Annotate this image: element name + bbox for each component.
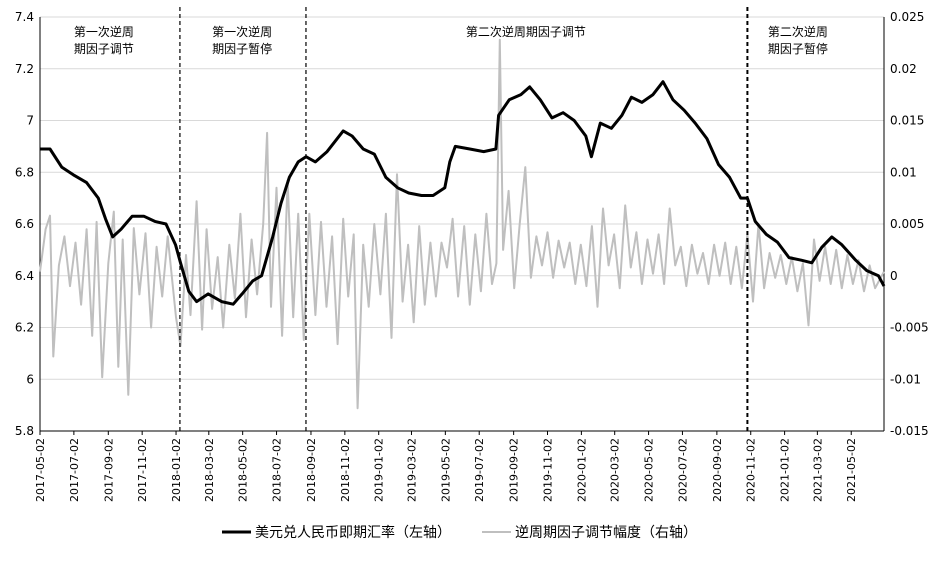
event-annotation: 第一次逆周期因子暂停 bbox=[212, 24, 272, 56]
event-annotation-line: 期因子调节 bbox=[74, 42, 134, 56]
x-tick-label: 2020-03-02 bbox=[609, 438, 622, 502]
y-right-tick-label: 0.015 bbox=[890, 114, 924, 128]
x-tick-label: 2018-01-02 bbox=[170, 438, 183, 502]
x-tick-label: 2021-03-02 bbox=[811, 438, 824, 502]
x-tick-label: 2020-01-02 bbox=[575, 438, 588, 502]
x-tick-label: 2017-07-02 bbox=[68, 438, 81, 502]
y-right-tick-label: 0.01 bbox=[890, 165, 917, 179]
y-right-tick-label: 0.005 bbox=[890, 217, 924, 231]
event-annotation-line: 第一次逆周 bbox=[212, 24, 272, 39]
event-annotation-line: 第二次逆周期因子调节 bbox=[466, 24, 586, 39]
event-vertical-lines bbox=[179, 7, 749, 431]
axes bbox=[39, 17, 885, 432]
event-annotation-line: 期因子暂停 bbox=[768, 41, 828, 56]
y-right-tick-label: -0.015 bbox=[890, 424, 929, 438]
x-tick-label: 2021-05-02 bbox=[845, 438, 858, 502]
y-left-tick-label: 6.8 bbox=[15, 165, 34, 179]
y-left-tick-label: 6.6 bbox=[15, 217, 34, 231]
series-line-usd-cny-spot bbox=[40, 80, 886, 306]
y-left-tick-label: 7.2 bbox=[15, 62, 34, 76]
x-tick-label: 2021-01-02 bbox=[779, 438, 792, 502]
event-annotation: 第二次逆周期因子暂停 bbox=[768, 24, 828, 56]
y-right-tick-label: 0.025 bbox=[890, 10, 924, 24]
event-annotation-line: 第一次逆周 bbox=[74, 24, 134, 39]
event-annotation-line: 期因子暂停 bbox=[212, 41, 272, 56]
y-right-tick-label: -0.01 bbox=[890, 372, 921, 386]
x-tick-label: 2019-01-02 bbox=[373, 438, 386, 502]
y-left-tick-label: 6.4 bbox=[15, 269, 34, 283]
x-tick-label: 2020-09-02 bbox=[711, 438, 724, 502]
x-tick-label: 2017-05-02 bbox=[34, 438, 47, 502]
y-right-tick-label: -0.005 bbox=[890, 321, 929, 335]
x-tick-label: 2018-09-02 bbox=[305, 438, 318, 502]
y-right-tick-label: 0.02 bbox=[890, 62, 917, 76]
event-annotation: 第一次逆周期因子调节 bbox=[74, 24, 134, 56]
series-line-counter-cyclical-factor bbox=[39, 38, 885, 410]
y-right-tick-label: 0 bbox=[890, 269, 898, 283]
x-axis-ticks: 2017-05-02 2017-07-02 2017-09-02 2017-11-02… bbox=[34, 431, 858, 502]
y-axis-right-ticks: -0.015 -0.01 -0.005 0 0.005 0.01 0.015 0.02 0.02… bbox=[890, 10, 929, 438]
x-tick-label: 2018-03-02 bbox=[203, 438, 216, 502]
y-left-tick-label: 7 bbox=[26, 114, 34, 128]
x-tick-label: 2020-05-02 bbox=[643, 438, 656, 502]
x-tick-label: 2019-09-02 bbox=[508, 438, 521, 502]
event-annotation: 第二次逆周期因子调节 bbox=[466, 24, 586, 39]
x-tick-label: 2017-11-02 bbox=[136, 438, 149, 502]
x-tick-label: 2020-11-02 bbox=[745, 438, 758, 502]
x-tick-label: 2018-11-02 bbox=[339, 438, 352, 502]
legend-label-usd-cny-spot: 美元兑人民币即期汇率（左轴） bbox=[255, 524, 451, 541]
y-left-tick-label: 6.2 bbox=[15, 321, 34, 335]
x-tick-label: 2019-11-02 bbox=[542, 438, 555, 502]
series-counter-cyclical-factor bbox=[39, 38, 885, 410]
x-tick-label: 2019-03-02 bbox=[405, 438, 418, 502]
legend: 美元兑人民币即期汇率（左轴） 逆周期因子调节幅度（右轴） bbox=[222, 524, 697, 541]
x-tick-label: 2018-05-02 bbox=[237, 438, 250, 502]
legend-label-counter-cyclical-factor: 逆周期因子调节幅度（右轴） bbox=[515, 525, 697, 541]
x-tick-label: 2018-07-02 bbox=[271, 438, 284, 502]
series-usd-cny-spot bbox=[40, 80, 886, 306]
event-annotation-line: 第二次逆周 bbox=[768, 24, 828, 39]
y-left-tick-label: 5.8 bbox=[15, 424, 34, 438]
x-tick-label: 2019-05-02 bbox=[439, 438, 452, 502]
y-left-tick-label: 6 bbox=[26, 372, 34, 386]
y-left-tick-label: 7.4 bbox=[15, 10, 34, 24]
x-tick-label: 2017-09-02 bbox=[102, 438, 115, 502]
y-axis-left-ticks: 5.8 6 6.2 6.4 6.6 6.8 7 7.2 7.4 bbox=[15, 10, 34, 438]
gridlines bbox=[40, 16, 884, 380]
x-tick-label: 2020-07-02 bbox=[676, 438, 689, 502]
x-tick-label: 2019-07-02 bbox=[473, 438, 486, 502]
